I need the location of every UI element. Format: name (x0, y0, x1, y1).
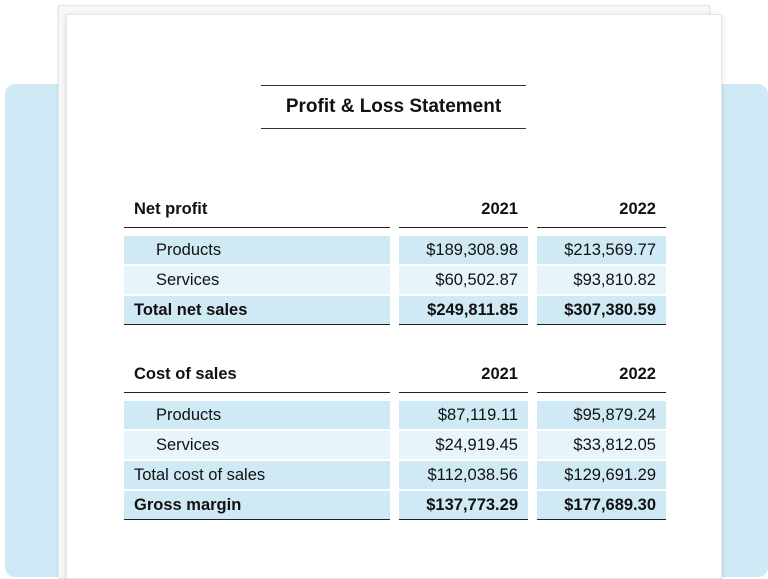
row-value-2022: $213,569.77 (537, 236, 666, 264)
row-value-2022: $95,879.24 (537, 401, 666, 429)
row-value-2021: $249,811.85 (399, 296, 528, 324)
row-value-2021: $112,038.56 (399, 461, 528, 489)
row-value-2021: $137,773.29 (399, 491, 528, 519)
header-underline (537, 392, 666, 393)
row-value-2022: $177,689.30 (537, 491, 666, 519)
title-top-rule (261, 85, 526, 86)
row-value-2022: $93,810.82 (537, 266, 666, 294)
row-value-2021: $87,119.11 (399, 401, 528, 429)
section-header-net-profit: Net profit (134, 200, 208, 218)
section-header-cost-of-sales: Cost of sales (134, 365, 237, 383)
column-header-year2: 2022 (619, 200, 656, 218)
row-label-services: Services (124, 266, 390, 294)
header-underline (124, 227, 390, 228)
row-label-products: Products (124, 236, 390, 264)
column-header-year1: 2021 (481, 200, 518, 218)
total-underline (124, 324, 390, 325)
header-underline (399, 392, 528, 393)
column-header-year2: 2022 (619, 365, 656, 383)
column-header-year1: 2021 (481, 365, 518, 383)
total-underline (399, 324, 528, 325)
row-value-2022: $129,691.29 (537, 461, 666, 489)
row-label-products: Products (124, 401, 390, 429)
document-title: Profit & Loss Statement (285, 96, 502, 117)
row-value-2022: $33,812.05 (537, 431, 666, 459)
row-value-2021: $24,919.45 (399, 431, 528, 459)
row-label-gross-margin: Gross margin (124, 491, 390, 519)
row-label-total-cost-of-sales: Total cost of sales (124, 461, 390, 489)
total-underline (537, 519, 666, 520)
header-underline (537, 227, 666, 228)
header-underline (399, 227, 528, 228)
row-label-total-net-sales: Total net sales (124, 296, 390, 324)
total-underline (399, 519, 528, 520)
row-value-2021: $189,308.98 (399, 236, 528, 264)
row-value-2022: $307,380.59 (537, 296, 666, 324)
row-label-services: Services (124, 431, 390, 459)
row-value-2021: $60,502.87 (399, 266, 528, 294)
total-underline (537, 324, 666, 325)
title-bottom-rule (261, 128, 526, 129)
header-underline (124, 392, 390, 393)
total-underline (124, 519, 390, 520)
